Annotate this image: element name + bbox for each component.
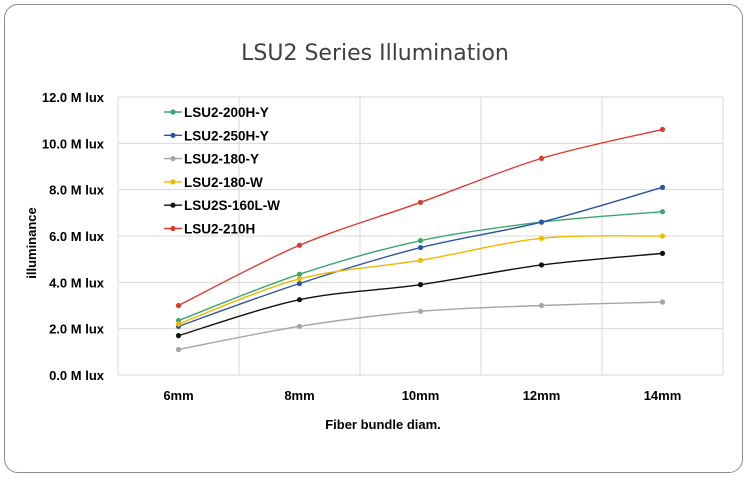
legend-item: LSU2S-160L-W — [164, 198, 280, 213]
data-point — [417, 257, 424, 263]
y-axis-ticks: 0.0 M lux 2.0 M lux 4.0 M lux 6.0 M lux 8.0 … — [42, 90, 105, 383]
legend-swatch-marker — [170, 202, 176, 208]
data-point — [296, 297, 303, 303]
legend-swatch-marker — [170, 109, 176, 115]
legend-label: LSU2-250H-Y — [184, 128, 269, 143]
y-tick-label: 10.0 M lux — [42, 136, 105, 151]
data-point — [417, 199, 424, 206]
data-point — [296, 276, 303, 282]
data-point — [659, 209, 666, 215]
legend-item: LSU2-180-W — [164, 175, 263, 190]
data-point — [538, 219, 545, 225]
y-tick-label: 6.0 M lux — [49, 229, 105, 244]
data-point — [659, 126, 666, 133]
legend-swatch-marker — [170, 225, 176, 232]
legend-item: LSU2-180-Y — [164, 152, 259, 167]
series-LSU2-250H-Y — [175, 184, 666, 329]
data-point — [296, 242, 303, 248]
legend: LSU2-200H-Y LSU2-250H-Y LSU2-180-Y LSU2-180… — [164, 105, 280, 237]
y-tick-label: 8.0 M lux — [49, 183, 105, 198]
chart-title: LSU2 Series Illumination — [241, 41, 509, 66]
data-point — [417, 244, 424, 251]
data-point — [538, 262, 545, 268]
series-LSU2-180-W — [175, 233, 666, 327]
data-point — [417, 238, 424, 244]
series-lines — [175, 126, 666, 353]
y-tick-label: 0.0 M lux — [49, 368, 105, 383]
legend-label: LSU2-180-W — [184, 175, 263, 190]
data-point — [538, 155, 545, 161]
x-axis-label: Fiber bundle diam. — [325, 417, 441, 432]
data-point — [659, 299, 666, 305]
series-LSU2-180-Y — [175, 299, 666, 353]
chart-frame — [4, 4, 743, 473]
y-tick-label: 4.0 M lux — [49, 275, 105, 290]
data-point — [417, 282, 424, 288]
legend-swatch-marker — [170, 156, 176, 162]
legend-item: LSU2-250H-Y — [164, 128, 269, 143]
data-point — [659, 233, 666, 239]
data-point — [175, 302, 182, 309]
legend-swatch-marker — [170, 179, 176, 185]
data-point — [175, 321, 182, 327]
y-tick-label: 12.0 M lux — [42, 90, 105, 105]
x-tick-label: 8mm — [284, 388, 314, 403]
data-point — [296, 280, 303, 287]
series-LSU2-210H — [175, 126, 666, 309]
data-point — [659, 184, 666, 190]
legend-label: LSU2-210H — [184, 222, 255, 237]
data-point — [175, 333, 182, 339]
legend-label: LSU2S-160L-W — [184, 198, 280, 213]
data-point — [417, 308, 424, 314]
x-tick-label: 10mm — [402, 388, 440, 403]
x-tick-label: 6mm — [163, 388, 193, 403]
data-point — [538, 302, 545, 309]
x-axis-ticks: 6mm 8mm 10mm 12mm 14mm — [163, 388, 681, 403]
gridlines — [117, 96, 724, 376]
data-point — [296, 323, 303, 329]
data-point — [538, 235, 545, 241]
legend-swatch-marker — [170, 132, 176, 138]
x-tick-label: 12mm — [523, 388, 561, 403]
legend-label: LSU2-200H-Y — [184, 105, 269, 120]
x-tick-label: 14mm — [644, 388, 682, 403]
legend-item: LSU2-200H-Y — [164, 105, 269, 120]
legend-item: LSU2-210H — [164, 222, 255, 237]
y-tick-label: 2.0 M lux — [49, 322, 105, 337]
series-LSU2S-160L-W — [175, 250, 666, 339]
legend-label: LSU2-180-Y — [184, 152, 259, 167]
y-axis-label: illuminance — [24, 207, 39, 279]
data-point — [296, 271, 303, 277]
data-point — [659, 250, 666, 256]
data-point — [175, 346, 182, 353]
